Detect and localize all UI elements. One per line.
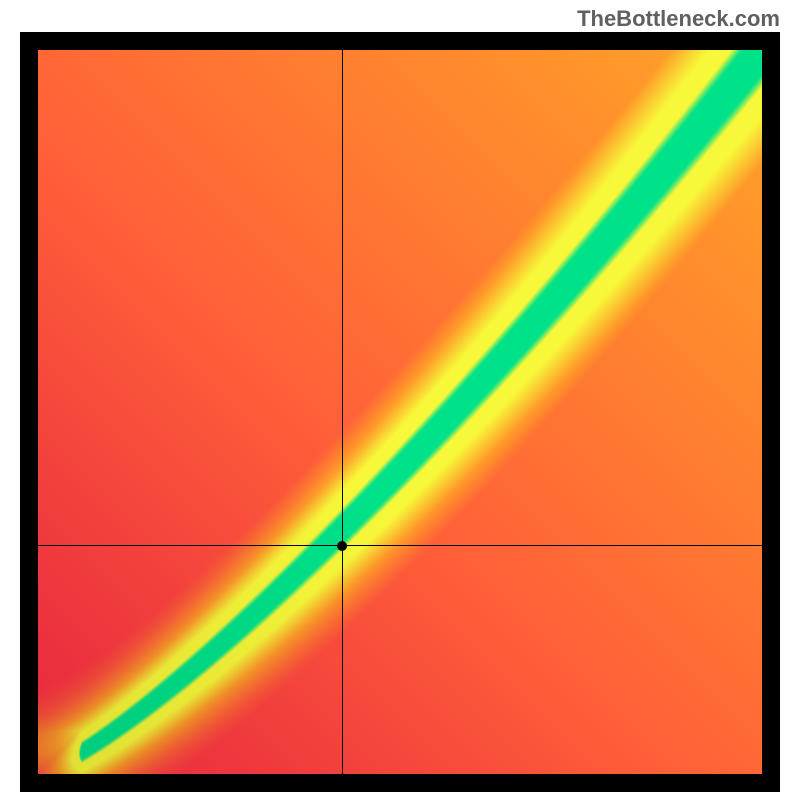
crosshair-horizontal xyxy=(38,545,762,546)
plot-area xyxy=(38,50,762,774)
crosshair-vertical xyxy=(342,50,343,774)
chart-container: TheBottleneck.com xyxy=(0,0,800,800)
selection-marker xyxy=(337,541,347,551)
bottleneck-heatmap xyxy=(38,50,762,774)
chart-frame xyxy=(20,32,780,792)
watermark-text: TheBottleneck.com xyxy=(577,6,780,32)
